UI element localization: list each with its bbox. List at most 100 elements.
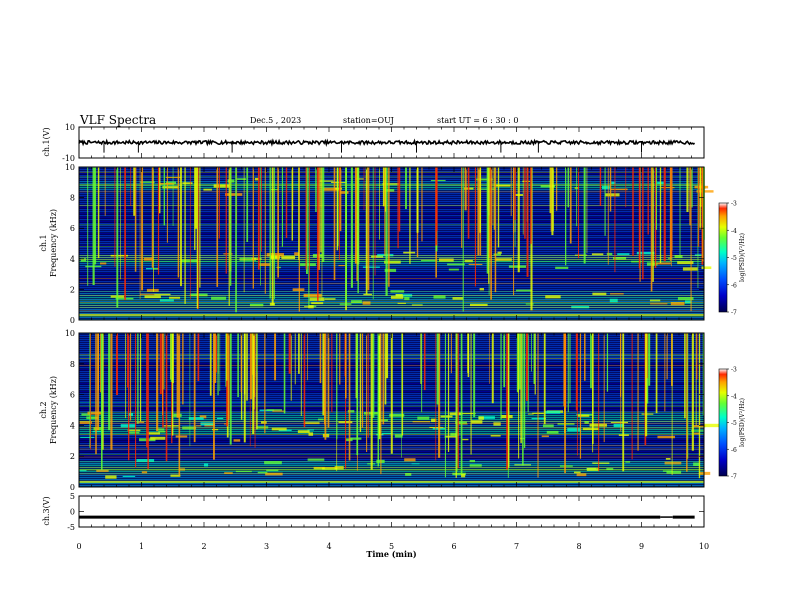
spectral-patch [606, 468, 614, 471]
spectral-patch [542, 424, 554, 428]
spectral-row [79, 203, 704, 205]
y-tick-label: 10 [65, 163, 75, 172]
date-label: Dec.5 , 2023 [250, 116, 302, 125]
spectral-row [79, 299, 704, 301]
spectral-patch [464, 259, 473, 263]
spectral-patch [447, 263, 465, 266]
spectral-patch [307, 429, 314, 431]
spectral-patch [96, 469, 109, 472]
ch1-spectrogram-axis-label: Frequency (kHz) [49, 209, 58, 277]
spectral-patch [479, 288, 485, 291]
spectral-row [79, 227, 704, 229]
spectral-row [79, 241, 704, 243]
spectral-patch [261, 421, 267, 424]
spectral-patch [304, 306, 309, 308]
spectral-patch [461, 474, 466, 478]
spectral-patch [469, 459, 476, 463]
spectral-patch [674, 255, 683, 259]
spectral-row [79, 313, 704, 315]
x-axis-title: Time (min) [366, 549, 416, 559]
ch3-axis-label: ch.3(V) [42, 496, 51, 525]
ch2-spectrogram-axis-label: ch.2 [39, 401, 48, 418]
spectral-row [79, 309, 704, 311]
spectral-patch [433, 295, 446, 299]
spectral-patch [381, 432, 391, 434]
colorbar-tick-label: -3 [731, 367, 737, 374]
spectral-row [79, 459, 704, 461]
spectral-patch [613, 256, 627, 260]
spectral-patch [182, 182, 193, 184]
spectral-patch [389, 413, 405, 417]
spectral-patch [703, 423, 721, 428]
spectral-patch [429, 426, 444, 428]
x-tick-label: 0 [76, 542, 81, 551]
spectral-row [79, 455, 704, 457]
spectral-patch [256, 426, 269, 429]
colorbar-label: log(PSD)(V²/Hz) [739, 398, 746, 447]
spectral-patch [582, 427, 600, 431]
spectral-row [79, 221, 704, 223]
spectral-patch [641, 413, 654, 415]
spectral-patch [136, 421, 145, 423]
spectral-row [79, 303, 704, 305]
spectral-patch [610, 293, 624, 295]
spectral-row [79, 243, 704, 245]
y-tick-label: -10 [62, 154, 75, 163]
y-tick-label: 8 [70, 360, 75, 369]
colorbar-tick-label: -5 [731, 255, 737, 262]
spectral-patch [350, 437, 362, 440]
spectral-patch [404, 296, 410, 301]
spectral-patch [100, 262, 107, 265]
spectral-row [79, 479, 704, 481]
spectral-patch [249, 303, 264, 307]
spectral-patch [127, 429, 141, 432]
spectral-patch [264, 461, 282, 465]
spectral-patch [677, 261, 694, 265]
spectral-patch [319, 180, 334, 182]
spectral-patch [188, 417, 204, 420]
spectral-patch [691, 430, 704, 432]
spectral-patch [555, 266, 569, 269]
spectral-patch [224, 472, 233, 474]
spectral-patch [546, 430, 559, 434]
spectral-patch [397, 302, 406, 304]
spectral-patch [145, 268, 153, 270]
spectral-patch [235, 470, 252, 473]
spectral-row [79, 237, 704, 239]
spectrogram-2 [79, 333, 721, 487]
spectral-patch [146, 288, 159, 292]
spectral-patch [462, 438, 469, 441]
spectral-row [79, 463, 704, 465]
spectral-patch [650, 303, 668, 305]
spectral-patch [476, 178, 493, 181]
spectral-patch [338, 264, 345, 267]
spectral-patch [196, 425, 202, 427]
y-tick-label: 4 [70, 255, 75, 264]
spectral-patch [417, 416, 430, 420]
spectral-patch [577, 414, 590, 417]
spectral-patch [294, 252, 300, 256]
spectral-row [79, 471, 704, 473]
colorbar-tick-label: -4 [731, 228, 737, 235]
spectral-patch [233, 439, 241, 442]
spectral-patch [606, 252, 613, 256]
spectral-patch [403, 251, 416, 254]
y-tick-label: 2 [70, 285, 75, 294]
x-tick-label: 8 [576, 542, 581, 551]
ch2-spectrogram-axis-label: Frequency (kHz) [49, 376, 58, 444]
spectral-row [79, 219, 704, 221]
colorbar-tick-label: -6 [731, 447, 737, 454]
spectral-patch [153, 267, 160, 270]
spectral-patch [140, 293, 155, 295]
spectral-patch [478, 416, 495, 419]
spectral-patch [665, 458, 671, 460]
spectral-patch [525, 303, 534, 305]
spectral-patch [591, 253, 604, 256]
spectral-patch [631, 260, 642, 263]
spectral-patch [430, 179, 446, 182]
y-tick-label: 0 [70, 483, 75, 492]
spectral-row [79, 311, 704, 313]
spectral-patch [239, 257, 257, 261]
spectral-row [79, 193, 704, 195]
